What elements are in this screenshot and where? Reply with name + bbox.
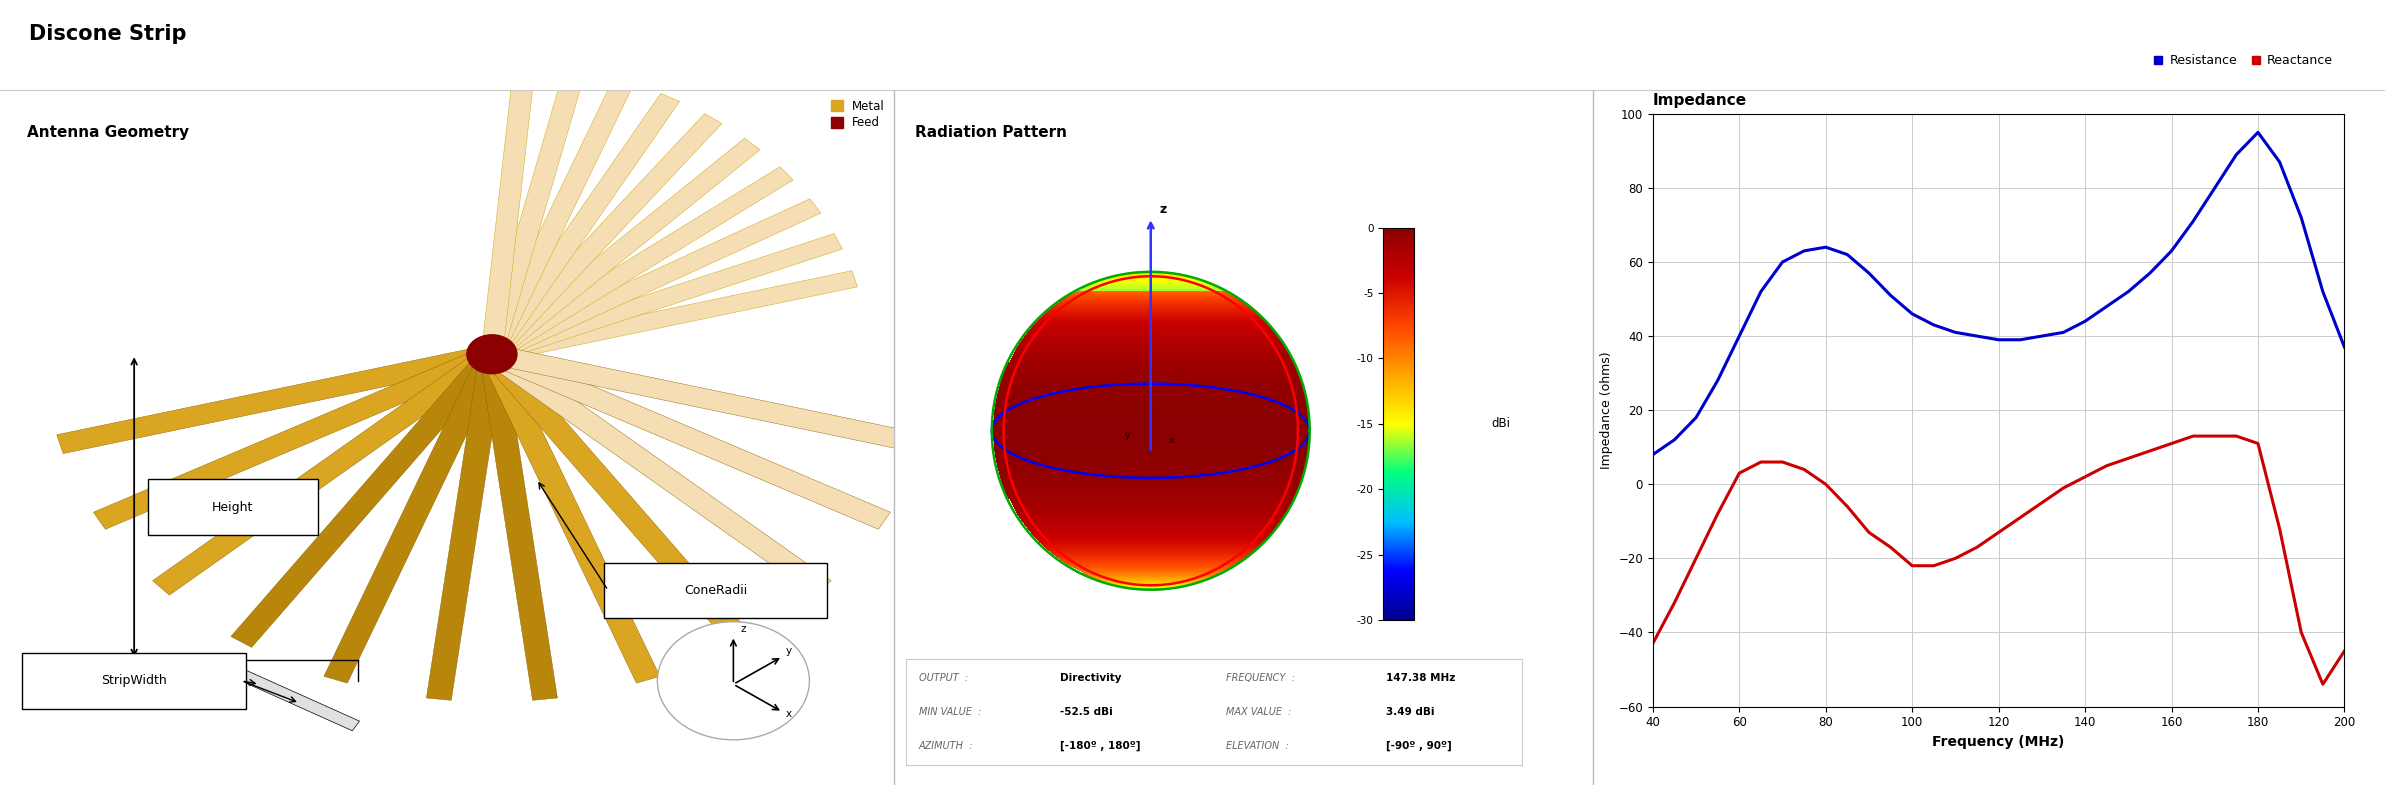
Polygon shape xyxy=(489,234,842,362)
FancyBboxPatch shape xyxy=(148,480,317,535)
Text: Discone Strip: Discone Strip xyxy=(29,24,186,43)
Polygon shape xyxy=(484,114,723,360)
Polygon shape xyxy=(212,659,360,731)
Text: -52.5 dBi: -52.5 dBi xyxy=(1059,707,1114,717)
Polygon shape xyxy=(479,351,661,683)
Text: z: z xyxy=(739,624,747,634)
Text: OUTPUT  :: OUTPUT : xyxy=(918,674,968,684)
Circle shape xyxy=(658,622,809,739)
Text: Height: Height xyxy=(212,501,253,513)
FancyBboxPatch shape xyxy=(603,563,828,619)
FancyBboxPatch shape xyxy=(21,653,246,709)
Text: AZIMUTH  :: AZIMUTH : xyxy=(918,741,973,751)
Polygon shape xyxy=(484,166,794,361)
Polygon shape xyxy=(57,345,496,454)
X-axis label: Frequency (MHz): Frequency (MHz) xyxy=(1932,735,2065,749)
Text: dBi: dBi xyxy=(1491,418,1510,430)
Text: z: z xyxy=(1159,203,1166,216)
Text: 3.49 dBi: 3.49 dBi xyxy=(1386,707,1436,717)
Text: MAX VALUE  :: MAX VALUE : xyxy=(1226,707,1293,717)
Text: 147.38 MHz: 147.38 MHz xyxy=(1386,674,1455,684)
Polygon shape xyxy=(427,353,503,700)
Text: x: x xyxy=(785,709,792,719)
Polygon shape xyxy=(482,349,754,648)
Polygon shape xyxy=(489,345,928,454)
Polygon shape xyxy=(487,345,890,529)
Polygon shape xyxy=(482,78,634,357)
Text: Impedance: Impedance xyxy=(1653,93,1746,108)
Polygon shape xyxy=(153,347,501,595)
Polygon shape xyxy=(479,353,558,700)
Text: MIN VALUE  :: MIN VALUE : xyxy=(918,707,980,717)
Polygon shape xyxy=(482,68,584,356)
Text: [-180º , 180º]: [-180º , 180º] xyxy=(1059,741,1140,751)
Text: y: y xyxy=(1123,431,1130,440)
Text: ELEVATION  :: ELEVATION : xyxy=(1226,741,1288,751)
Text: y: y xyxy=(785,646,792,656)
Text: [-90º , 90º]: [-90º , 90º] xyxy=(1386,741,1452,751)
Polygon shape xyxy=(487,199,820,361)
Polygon shape xyxy=(482,93,680,358)
Text: x: x xyxy=(1169,436,1173,444)
Polygon shape xyxy=(484,347,832,595)
Polygon shape xyxy=(482,63,534,355)
Legend: Resistance, Reactance: Resistance, Reactance xyxy=(2146,49,2337,72)
Polygon shape xyxy=(489,271,859,363)
Text: StripWidth: StripWidth xyxy=(100,674,167,688)
Text: FREQUENCY  :: FREQUENCY : xyxy=(1226,674,1295,684)
Text: Antenna Geometry: Antenna Geometry xyxy=(26,125,188,140)
Text: ConeRadii: ConeRadii xyxy=(684,584,747,597)
Polygon shape xyxy=(231,349,503,648)
Legend: Metal, Feed: Metal, Feed xyxy=(828,97,890,133)
Polygon shape xyxy=(93,345,498,529)
Polygon shape xyxy=(484,138,761,360)
Circle shape xyxy=(467,335,518,374)
Polygon shape xyxy=(324,351,503,683)
Text: Directivity: Directivity xyxy=(1059,674,1121,684)
Text: Radiation Pattern: Radiation Pattern xyxy=(916,125,1068,140)
Y-axis label: Impedance (ohms): Impedance (ohms) xyxy=(1600,352,1612,469)
